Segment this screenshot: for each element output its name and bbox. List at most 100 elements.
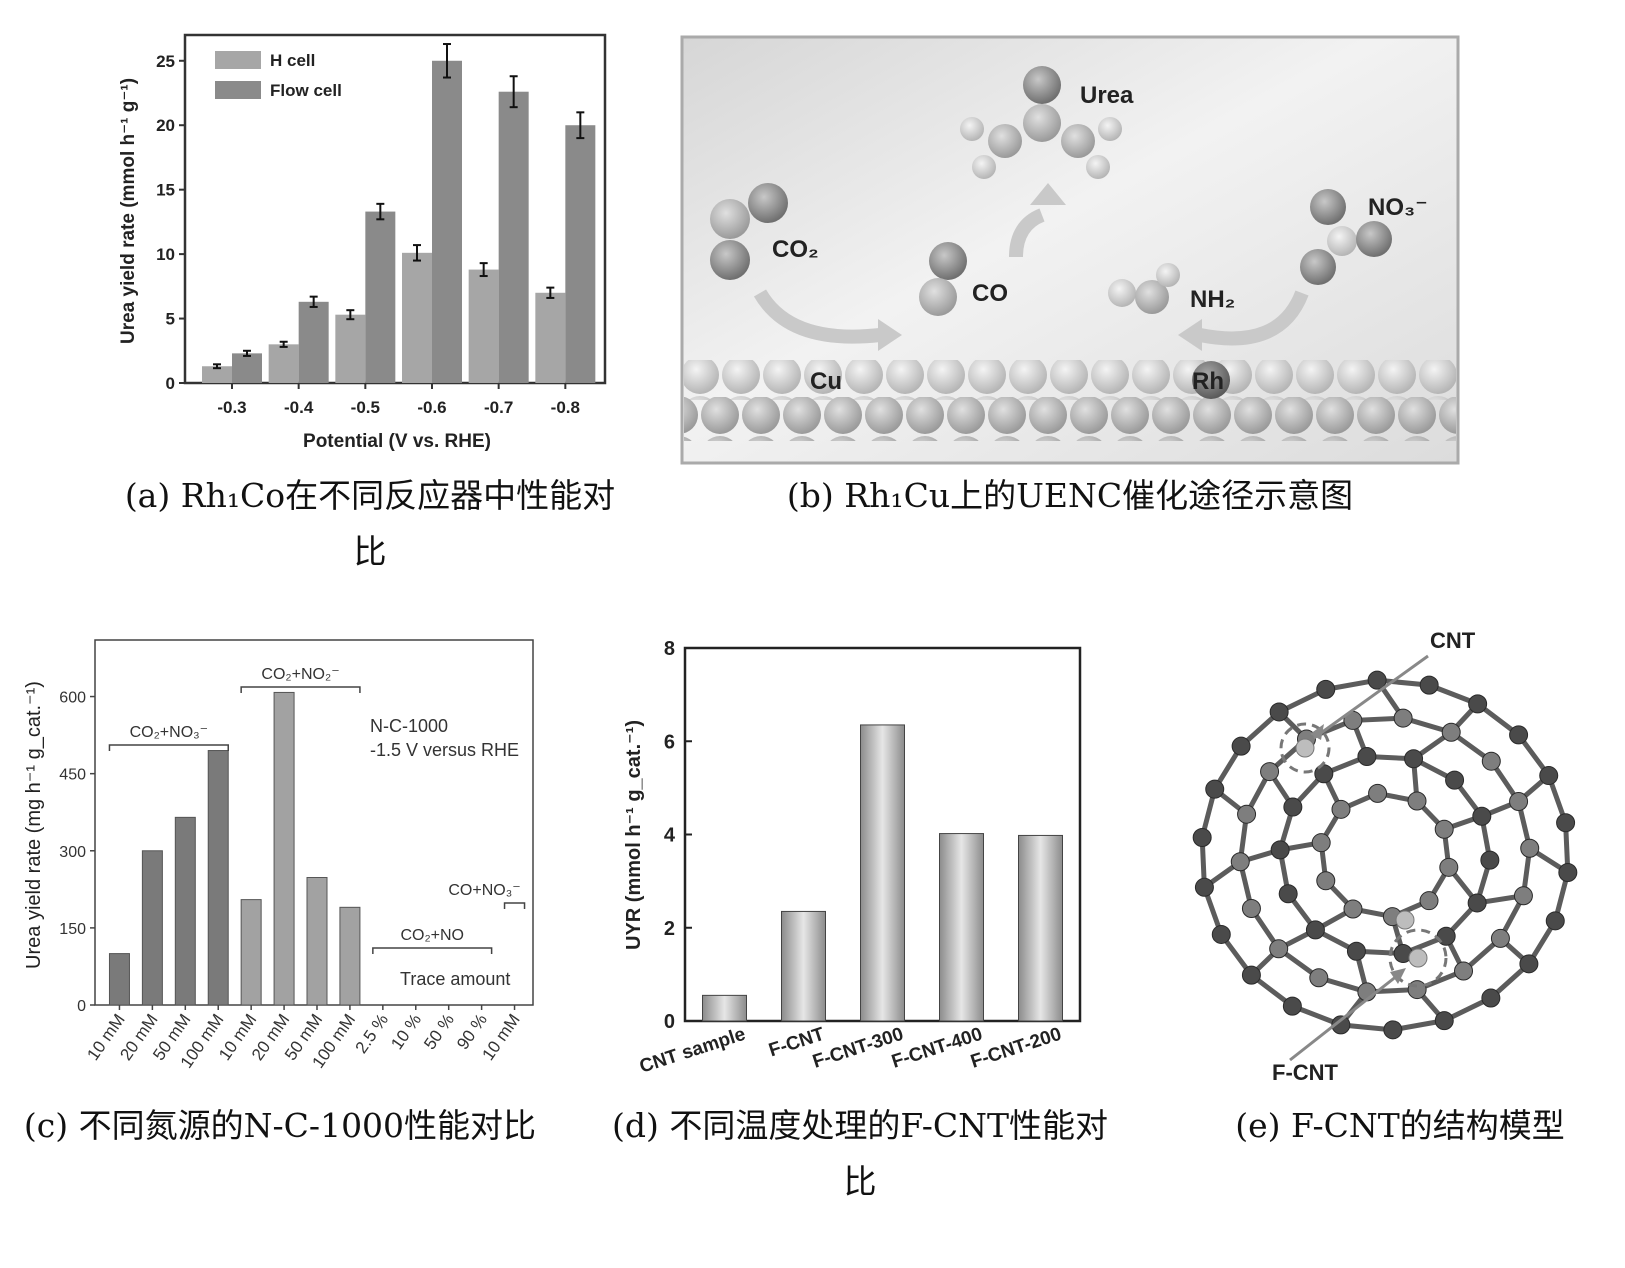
caption-a: (a) Rh₁Co在不同反应器中性能对 比	[100, 468, 640, 580]
carbon-atom	[1331, 1015, 1351, 1035]
substituent-atom	[1395, 910, 1415, 930]
label-no3: NO₃⁻	[1368, 194, 1428, 221]
model-e-f-cnt-structure: CNT F-CNT	[1192, 628, 1578, 1085]
label-rh: Rh	[1192, 368, 1224, 395]
x-tick-label: 10 %	[387, 1010, 425, 1053]
annotation-trace-amount: Trace amount	[400, 969, 510, 989]
carbon-atom	[1472, 806, 1492, 826]
caption-b: (b) Rh₁Cu上的UENC催化途径示意图	[786, 476, 1354, 515]
label-cu: Cu	[810, 368, 842, 395]
y-tick-label: 6	[664, 731, 675, 753]
f-cnt-pointer-head	[1390, 968, 1406, 984]
carbon-atom	[1331, 799, 1351, 819]
y-tick-label: 300	[59, 844, 86, 861]
carbon-atom	[1545, 911, 1565, 931]
co2-molecule	[710, 183, 788, 280]
chart-a-y-axis-title: Urea yield rate (mmol h⁻¹ g⁻¹)	[118, 78, 139, 344]
group-label: CO₂+NO₂⁻	[261, 666, 339, 683]
bar-2	[174, 816, 196, 1006]
panel-a: 0 5 10 15 20 25 -0.3 -0.4 -0.5 -0.6 -0.7 -0.8 H ce…	[110, 25, 630, 480]
bar-h-cell--0.3	[202, 366, 232, 383]
panel-c: 0 150 300 450 600 10 mM 20 mM 50 mM 100 mM 10 mM…	[10, 630, 570, 1100]
x-tick-label: F-CNT-200	[968, 1024, 1064, 1073]
bar-flow-cell--0.6	[432, 60, 462, 384]
bar-f-cnt-400	[939, 833, 984, 1022]
bar-h-cell--0.8	[535, 292, 566, 383]
bar-h-cell--0.5	[335, 314, 366, 383]
nh2-fragment	[1108, 263, 1180, 314]
carbon-atom	[1309, 968, 1329, 988]
x-tick-label: -0.5	[351, 398, 380, 417]
bar-flow-cell--0.3	[232, 353, 262, 383]
group-bracket	[108, 744, 229, 751]
y-tick-label: 25	[156, 52, 175, 71]
y-tick-label: 5	[166, 310, 175, 329]
group-label: CO+NO₃⁻	[448, 882, 520, 899]
carbon-atom	[1316, 871, 1336, 891]
carbon-atom	[1283, 797, 1303, 817]
scheme-b-uenc-pathway: Cu Rh CO₂ CO Urea	[680, 35, 1460, 465]
carbon-atom	[1346, 941, 1366, 961]
bar-cnt-sample	[702, 994, 747, 1022]
bar-h-cell--0.7	[468, 269, 499, 383]
caption-d-line1: (d) 不同温度处理的F-CNT性能对	[611, 1106, 1109, 1145]
surface-bottom-layer	[684, 397, 1456, 441]
carbon-atom	[1343, 899, 1363, 919]
carbon-atom	[1241, 965, 1261, 985]
y-tick-label: 600	[59, 690, 86, 707]
f-cnt-highlight-circle	[1388, 928, 1448, 988]
no3-molecule	[1300, 189, 1392, 285]
carbon-atom	[1434, 819, 1454, 839]
x-tick-label: F-CNT-300	[810, 1024, 906, 1073]
carbon-atom	[1490, 928, 1510, 948]
bar-6	[306, 877, 328, 1006]
carbon-atom	[1519, 954, 1539, 974]
bar-3	[207, 750, 229, 1006]
carbon-atom	[1558, 862, 1578, 882]
legend-label-flow-cell: Flow cell	[270, 81, 342, 100]
carbon-atom	[1393, 708, 1413, 728]
carbon-atom	[1305, 920, 1325, 940]
annotation-potential: -1.5 V versus RHE	[370, 740, 519, 760]
carbon-atom	[1481, 751, 1501, 771]
cnt-pointer-line	[1313, 654, 1429, 740]
x-tick-label: 2.5 %	[352, 1010, 393, 1057]
legend-swatch-flow-cell	[215, 81, 261, 99]
arrow-to-urea	[1009, 208, 1045, 258]
group-label: CO₂+NO	[400, 927, 464, 944]
x-tick-label: -0.7	[484, 398, 513, 417]
surface-top-layer	[684, 360, 1456, 400]
bar-4	[240, 899, 262, 1006]
carbon-atom	[1311, 833, 1331, 853]
bar-h-cell--0.4	[268, 344, 299, 383]
legend-label-h-cell: H cell	[270, 51, 315, 70]
y-tick-label: 8	[664, 638, 675, 660]
bar-flow-cell--0.5	[365, 211, 396, 383]
y-tick-label: 4	[664, 825, 676, 847]
urea-molecule	[960, 66, 1122, 179]
carbon-atom	[1480, 850, 1500, 870]
carbon-atom	[1445, 770, 1465, 790]
chart-d-y-axis-title: UYR (mmol h⁻¹ g_cat.⁻¹)	[623, 720, 645, 950]
arrow-co2-to-cu	[753, 289, 881, 344]
carbon-atom	[1357, 746, 1377, 766]
caption-a-line1: (a) Rh₁Co在不同反应器中性能对	[124, 476, 616, 515]
carbon-atom	[1260, 762, 1280, 782]
group-bracket	[503, 902, 526, 909]
chart-c-y-axis-title: Urea yield rate (mg h⁻¹ g_cat.⁻¹)	[23, 681, 45, 969]
carbon-atom	[1367, 670, 1387, 690]
carbon-atom	[1407, 791, 1427, 811]
x-tick-label: F-CNT-400	[889, 1024, 985, 1073]
bar-h-cell--0.6	[402, 252, 432, 383]
bar-flow-cell--0.7	[498, 91, 529, 383]
caption-a-line2: 比	[353, 532, 387, 571]
substituent-atom	[1295, 738, 1315, 758]
x-tick-label: -0.4	[284, 398, 314, 417]
chart-a-x-axis-title: Potential (V vs. RHE)	[303, 431, 491, 452]
arrowhead-no3	[1178, 319, 1202, 351]
rh-atom	[1192, 361, 1230, 399]
y-tick-label: 2	[664, 918, 675, 940]
y-tick-label: 20	[156, 116, 175, 135]
